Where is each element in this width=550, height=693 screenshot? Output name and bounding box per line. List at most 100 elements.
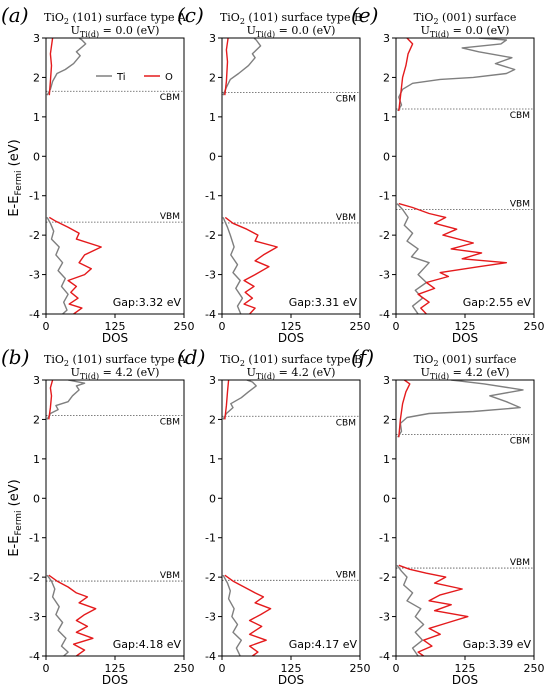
title-main: TiO	[220, 11, 240, 24]
y-tick-label: -2	[29, 571, 40, 584]
u-value: = 0.0 (eV)	[99, 24, 159, 37]
y-tick-label: -2	[29, 229, 40, 242]
u-main: U	[71, 24, 80, 37]
u-main: U	[71, 366, 80, 379]
gap-label: Gap:4.18 eV	[113, 638, 182, 651]
series-ti-line	[222, 574, 242, 656]
u-main: U	[247, 366, 256, 379]
u-value: = 4.2 (eV)	[449, 366, 509, 379]
y-axis-label-bottom-text: E-EFermi (eV)	[7, 479, 24, 556]
y-tick-label: 1	[383, 111, 390, 124]
x-tick-label: 0	[219, 320, 226, 333]
x-tick-label: 0	[219, 662, 226, 675]
y-tick-label: -3	[29, 611, 40, 624]
u-value: = 0.0 (eV)	[449, 24, 509, 37]
y-tick-label: -2	[379, 229, 390, 242]
series-o-line	[224, 216, 278, 314]
y-tick-label: -1	[205, 532, 216, 545]
y-tick-label: 1	[33, 453, 40, 466]
y-tick-label: 1	[383, 453, 390, 466]
x-axis-label: DOS	[452, 673, 478, 687]
x-axis-label: DOS	[102, 331, 128, 345]
panel-letter: (f)	[351, 345, 374, 369]
series-o-line	[398, 38, 414, 111]
series-o-line	[48, 216, 102, 314]
gap-label: Gap:2.55 eV	[463, 296, 532, 309]
y-tick-label: 2	[209, 71, 216, 84]
series-o-line	[224, 38, 229, 96]
y-tick-label: 0	[383, 492, 390, 505]
cbm-label: CBM	[336, 418, 356, 428]
u-sub: Ti(d)	[256, 30, 275, 39]
u-label: UTi(d) = 4.2 (eV)	[247, 366, 336, 381]
series-o-line	[48, 574, 97, 656]
y-tick-label: -3	[379, 611, 390, 624]
plot-frame	[395, 37, 535, 315]
series-ti-line	[396, 564, 425, 656]
panel-title: TiO2 (101) surface type B	[220, 11, 362, 26]
cbm-label: CBM	[510, 111, 530, 121]
series-ti-line	[46, 574, 69, 656]
series-o-line	[224, 574, 272, 656]
title-sub: 2	[64, 17, 69, 26]
y-tick-label: -1	[205, 190, 216, 203]
y-tick-label: -2	[205, 571, 216, 584]
y-tick-label: 3	[383, 32, 390, 45]
y-tick-label: -1	[379, 190, 390, 203]
vbm-label: VBM	[160, 212, 180, 222]
y-tick-label: 0	[209, 492, 216, 505]
y-tick-label: 2	[209, 413, 216, 426]
y-axis-label-top-text: E-EFermi (eV)	[7, 139, 24, 216]
x-tick-label: 0	[43, 662, 50, 675]
gap-label: Gap:4.17 eV	[289, 638, 358, 651]
u-label: UTi(d) = 4.2 (eV)	[71, 366, 160, 381]
title-sub: 2	[433, 17, 438, 26]
y-tick-label: 0	[33, 492, 40, 505]
x-tick-label: 125	[105, 662, 126, 675]
plot-frame	[221, 37, 361, 315]
u-sub: Ti(d)	[430, 372, 449, 381]
y-tick-label: -2	[205, 229, 216, 242]
u-main: U	[421, 366, 430, 379]
x-tick-label: 125	[281, 320, 302, 333]
title-main: TiO	[220, 353, 240, 366]
title-main: TiO	[414, 11, 434, 24]
y-tick-label: -3	[379, 269, 390, 282]
series-o-line	[224, 380, 230, 420]
x-tick-label: 250	[350, 662, 371, 675]
y-tick-label: -4	[29, 650, 40, 663]
title-sub: 2	[64, 359, 69, 368]
y-tick-label: -3	[29, 269, 40, 282]
series-ti-line	[222, 38, 262, 96]
y-tick-label: 0	[33, 150, 40, 163]
x-tick-label: 250	[524, 662, 545, 675]
y-tick-label: -4	[379, 308, 390, 321]
series-o-line	[398, 380, 411, 438]
series-ti-line	[222, 217, 244, 314]
panel-title: TiO2 (001) surface	[414, 11, 517, 26]
title-rest: (001) surface	[439, 11, 517, 24]
u-label: UTi(d) = 4.2 (eV)	[421, 366, 510, 381]
gap-label: Gap:3.39 eV	[463, 638, 532, 651]
y-tick-label: 3	[33, 374, 40, 387]
panel-letter: (e)	[351, 3, 378, 27]
y-tick-label: -3	[205, 269, 216, 282]
x-tick-label: 125	[105, 320, 126, 333]
x-axis-label: DOS	[102, 673, 128, 687]
x-tick-label: 0	[393, 320, 400, 333]
y-tick-label: 2	[383, 413, 390, 426]
y-tick-label: -1	[29, 532, 40, 545]
x-tick-label: 125	[281, 662, 302, 675]
u-sub: Ti(d)	[256, 372, 275, 381]
title-rest: (101) surface type B	[245, 11, 362, 24]
u-main: U	[247, 24, 256, 37]
cbm-label: CBM	[160, 93, 180, 103]
u-label: UTi(d) = 0.0 (eV)	[421, 24, 510, 39]
cbm-label: CBM	[510, 436, 530, 446]
y-tick-label: -1	[379, 532, 390, 545]
